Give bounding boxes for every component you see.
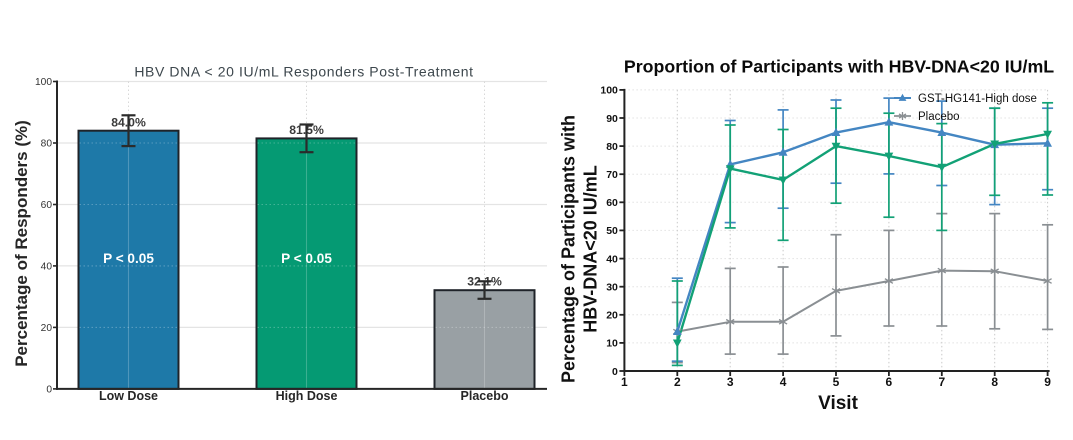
- svg-text:Percentage of Responders (%): Percentage of Responders (%): [12, 120, 31, 367]
- svg-text:Placebo: Placebo: [461, 389, 509, 403]
- svg-text:40: 40: [41, 262, 53, 273]
- svg-text:P < 0.05: P < 0.05: [103, 251, 154, 266]
- svg-text:80: 80: [41, 139, 53, 150]
- svg-text:8: 8: [991, 375, 998, 389]
- svg-text:100: 100: [35, 77, 52, 88]
- svg-text:0: 0: [46, 385, 52, 396]
- svg-text:P < 0.05: P < 0.05: [281, 251, 332, 266]
- svg-text:4: 4: [780, 375, 787, 389]
- svg-text:5: 5: [833, 375, 840, 389]
- svg-text:30: 30: [606, 282, 618, 294]
- svg-text:HBV-DNA<20 IU/mL: HBV-DNA<20 IU/mL: [581, 165, 601, 333]
- svg-text:2: 2: [674, 375, 681, 389]
- svg-text:50: 50: [606, 225, 618, 237]
- svg-text:Visit: Visit: [818, 393, 858, 414]
- svg-text:Low Dose: Low Dose: [99, 389, 158, 403]
- svg-text:3: 3: [727, 375, 734, 389]
- svg-text:10: 10: [606, 338, 618, 350]
- svg-text:60: 60: [606, 197, 618, 209]
- svg-text:6: 6: [886, 375, 893, 389]
- svg-text:60: 60: [41, 200, 53, 211]
- svg-text:80: 80: [606, 141, 618, 153]
- svg-text:Percentage of Participants wit: Percentage of Participants with: [559, 115, 579, 383]
- svg-text:Proportion of Participants wit: Proportion of Participants with HBV-DNA<…: [624, 57, 1054, 77]
- svg-text:100: 100: [600, 85, 618, 97]
- svg-text:HBV DNA < 20 IU/mL Responders: HBV DNA < 20 IU/mL Responders Post-Treat…: [134, 64, 473, 80]
- svg-text:High Dose: High Dose: [276, 389, 338, 403]
- svg-text:20: 20: [41, 323, 53, 334]
- svg-text:40: 40: [606, 253, 618, 265]
- svg-text:9: 9: [1044, 375, 1051, 389]
- svg-text:20: 20: [606, 310, 618, 322]
- svg-text:90: 90: [606, 113, 618, 125]
- svg-text:7: 7: [938, 375, 945, 389]
- svg-text:70: 70: [606, 169, 618, 181]
- svg-text:GST-HG141-High dose: GST-HG141-High dose: [918, 93, 1037, 105]
- svg-text:1: 1: [621, 375, 628, 389]
- svg-text:Placebo: Placebo: [918, 111, 960, 123]
- svg-text:0: 0: [612, 366, 618, 378]
